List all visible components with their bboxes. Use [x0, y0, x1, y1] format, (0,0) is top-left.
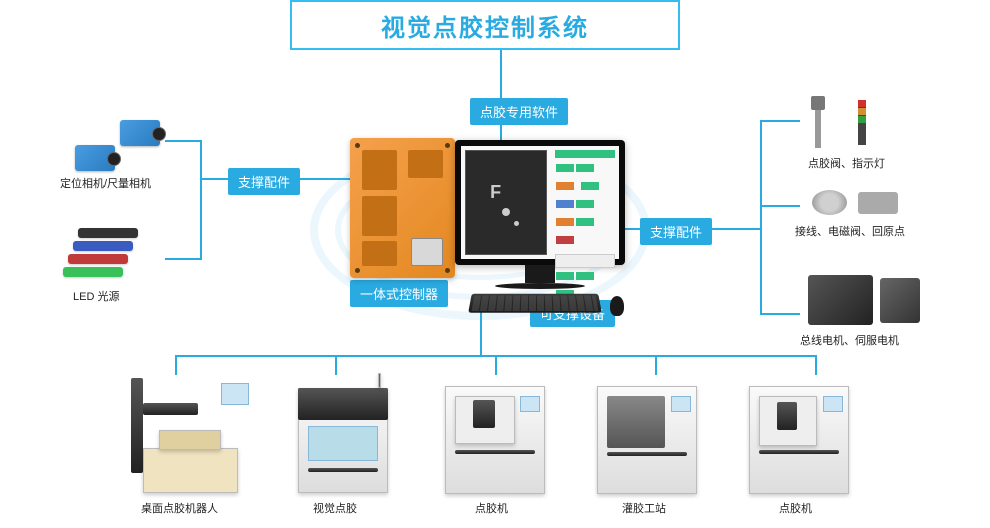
led-1	[78, 228, 138, 238]
machine-4-label: 灌胶工站	[622, 500, 666, 516]
line-software-down	[500, 122, 502, 142]
led-3	[68, 254, 128, 264]
machine-1-label: 桌面点胶机器人	[141, 500, 218, 516]
label-software: 点胶专用软件	[470, 98, 568, 125]
machine-5-label: 点胶机	[779, 500, 812, 516]
line-right-bot	[760, 313, 800, 315]
line-left-cam	[165, 140, 200, 142]
led-2	[73, 241, 133, 251]
camera-1	[120, 120, 160, 146]
line-title-down	[500, 50, 502, 98]
keyboard	[468, 294, 602, 313]
syringe-icon	[815, 108, 821, 148]
led-caption: LED 光源	[73, 288, 119, 304]
monitor-view	[465, 150, 547, 255]
line-left-to-ctrl	[290, 178, 350, 180]
right-bottom-caption: 总线电机、伺服电机	[800, 332, 899, 348]
line-bottom-d5	[815, 355, 817, 375]
line-bottom-d4	[655, 355, 657, 375]
line-left-v	[200, 140, 202, 260]
mouse	[610, 296, 624, 316]
machine-4: 灌胶工站	[577, 378, 717, 518]
valve-2-icon	[858, 192, 898, 214]
line-bottom-d2	[335, 355, 337, 375]
line-left-h1	[200, 178, 230, 180]
camera-2	[75, 145, 115, 171]
label-support-left: 支撑配件	[228, 168, 300, 195]
controller-box	[350, 138, 455, 278]
bottom-equipment-row: 桌面点胶机器人 视觉点胶 点胶机 灌胶工站 点胶机	[115, 378, 875, 518]
right-mid-caption: 接线、电磁阀、回原点	[795, 223, 905, 239]
monitor-side-panel	[551, 146, 619, 259]
title-box: 视觉点胶控制系统	[290, 0, 680, 50]
led-4	[63, 267, 123, 277]
machine-1: 桌面点胶机器人	[121, 378, 261, 518]
line-bottom-d3	[495, 355, 497, 375]
machine-3: 点胶机	[425, 378, 565, 518]
machine-5: 点胶机	[729, 378, 869, 518]
right-top-caption: 点胶阀、指示灯	[808, 155, 885, 171]
label-support-right: 支撑配件	[640, 218, 712, 245]
machine-2: 视觉点胶	[273, 378, 413, 518]
line-left-led	[165, 258, 200, 260]
title-text: 视觉点胶控制系统	[381, 8, 589, 43]
line-right-mid	[760, 205, 800, 207]
monitor-screen	[461, 146, 619, 259]
machine-2-label: 视觉点胶	[313, 500, 357, 516]
line-right-v	[760, 120, 762, 315]
valve-1-icon	[812, 190, 847, 215]
motor-icon	[880, 278, 920, 323]
camera-caption: 定位相机/尺量相机	[60, 175, 151, 191]
monitor	[455, 140, 625, 265]
tower-light-icon	[858, 100, 866, 145]
line-right-top	[760, 120, 800, 122]
servo-icon	[808, 275, 873, 325]
label-controller: 一体式控制器	[350, 280, 448, 307]
line-right-h1	[700, 228, 760, 230]
line-bottom-d1	[175, 355, 177, 375]
machine-3-label: 点胶机	[475, 500, 508, 516]
